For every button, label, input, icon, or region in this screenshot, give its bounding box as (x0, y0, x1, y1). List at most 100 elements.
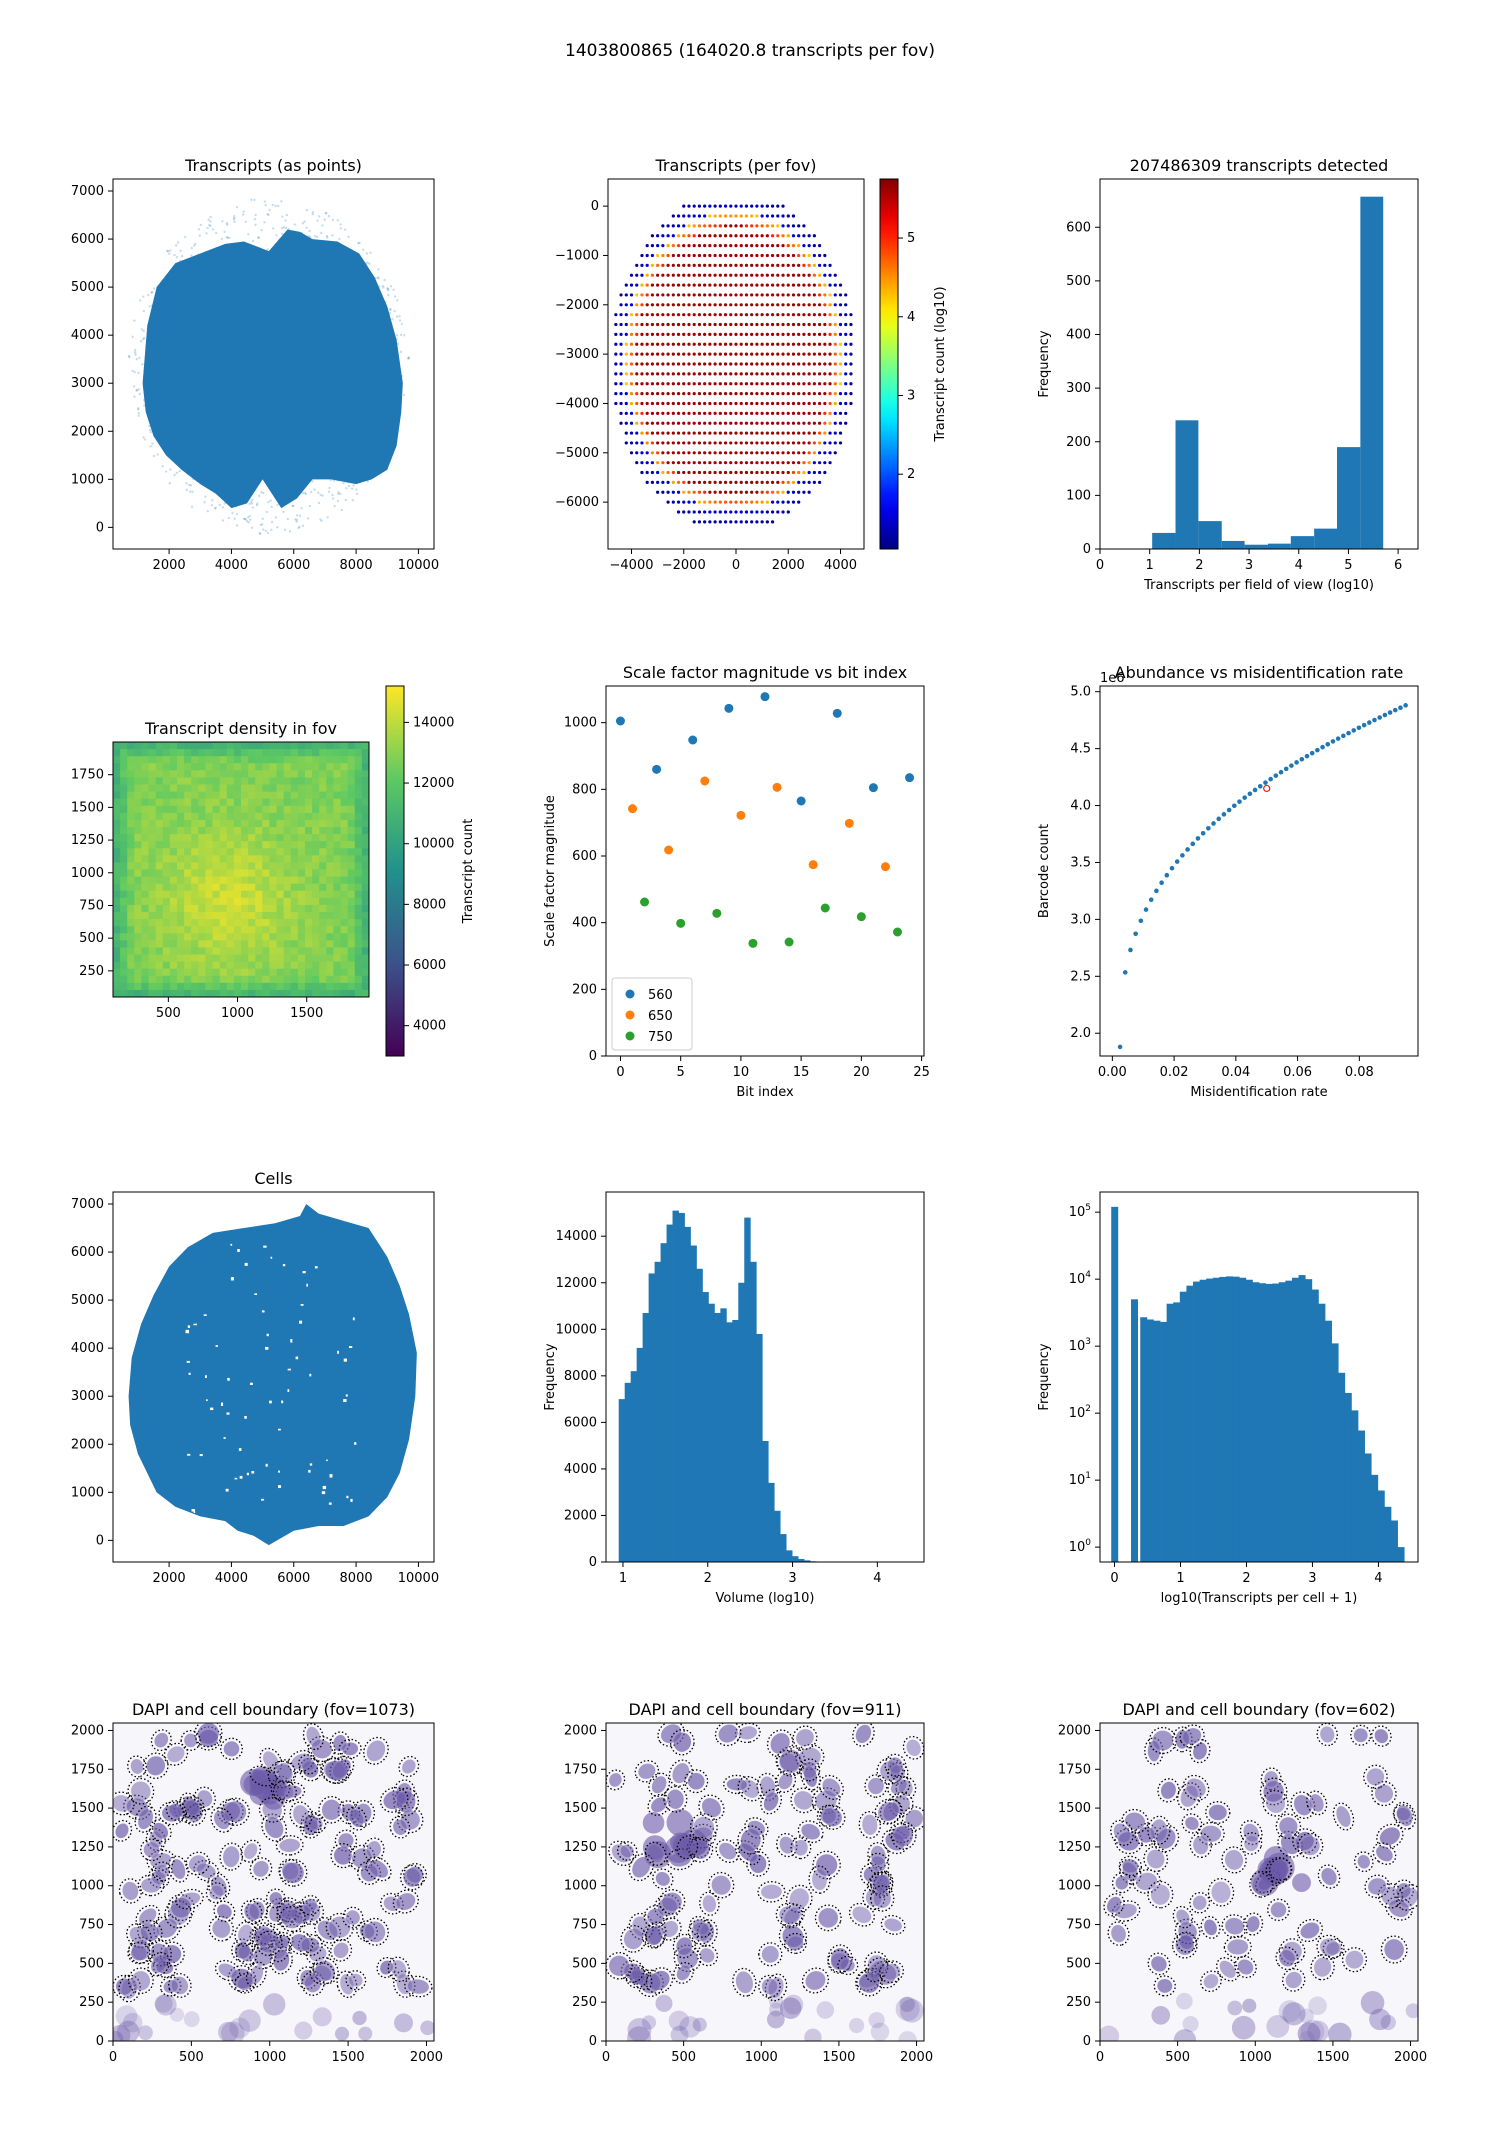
heatmap-cell (340, 897, 349, 906)
fov-point (656, 313, 660, 317)
fov-point (692, 322, 696, 327)
fov-point (682, 401, 686, 406)
fov-point (682, 382, 686, 386)
heatmap-cell (169, 975, 178, 984)
heatmap-cell (205, 954, 214, 963)
heatmap-cell (226, 954, 235, 963)
heatmap-cell (241, 763, 249, 771)
fov-point (692, 263, 696, 267)
heatmap-cell (305, 989, 313, 997)
fov-point (635, 431, 639, 435)
transcript-point (291, 504, 295, 508)
heatmap-cell (319, 819, 327, 828)
fov-point (844, 332, 848, 336)
fov-point (844, 392, 848, 396)
transcript-point (184, 235, 187, 239)
heatmap-cell (319, 933, 327, 941)
fov-point (703, 441, 707, 445)
heatmap-cell (233, 791, 242, 800)
heatmap-cell (177, 798, 185, 807)
out-of-focus-nucleus (352, 2010, 367, 2026)
heatmap-cell (297, 819, 306, 828)
fov-point (807, 283, 811, 287)
heatmap-cell (219, 819, 228, 828)
heatmap-cell (169, 777, 178, 786)
fov-point (807, 332, 811, 336)
x-tick-label: 6 (1394, 558, 1402, 573)
fov-point (797, 293, 801, 297)
heatmap-cell (127, 834, 135, 842)
x-tick-label: 8000 (340, 1571, 373, 1586)
fov-point (755, 293, 759, 297)
heatmap-cell (297, 919, 306, 927)
x-tick-label: 4000 (215, 1571, 248, 1586)
fov-point (676, 372, 681, 376)
axes-frame (112, 1722, 435, 2042)
heatmap-cell (290, 791, 299, 800)
heatmap-cell (127, 749, 135, 757)
cell-boundary (309, 1962, 335, 1985)
fov-point (828, 411, 832, 415)
series-point (796, 796, 806, 806)
histogram-bar (1173, 1302, 1181, 1562)
nucleus (131, 1781, 151, 1802)
nucleus (306, 1726, 321, 1747)
heatmap-cell (205, 989, 214, 997)
fov-point (776, 204, 780, 208)
heatmap-cell (162, 940, 171, 949)
heatmap-cell (347, 855, 356, 864)
heatmap-cell (255, 777, 263, 786)
fov-point (823, 470, 827, 475)
fov-point (823, 332, 827, 336)
heatmap-cell (333, 798, 342, 807)
fov-point (729, 461, 733, 465)
fov-point (729, 500, 733, 504)
fov-point (629, 431, 634, 435)
heatmap-cell (120, 819, 128, 828)
heatmap-cell (248, 897, 256, 906)
out-of-focus-nucleus (218, 2021, 239, 2041)
legend-marker (625, 1010, 635, 1020)
heatmap-cell (233, 841, 242, 849)
cell-boundary (376, 1956, 397, 1979)
fov-point (760, 451, 764, 455)
heatmap-cell (198, 947, 207, 956)
heatmap-cell (326, 947, 335, 956)
heatmap-cell (312, 749, 320, 757)
heatmap-cell (255, 982, 263, 991)
heatmap-cell (141, 855, 150, 864)
y-tick-label: −1000 (555, 248, 599, 263)
fov-point (770, 500, 775, 504)
histogram-bar (678, 1212, 685, 1562)
cells-gap (281, 1400, 284, 1404)
fov-point (776, 441, 780, 445)
heatmap-cell (134, 855, 143, 864)
heatmap-cell (269, 812, 278, 821)
heatmap-cell (305, 862, 313, 871)
fov-point (656, 303, 660, 307)
heatmap-cell (297, 812, 306, 821)
heatmap-cell (347, 876, 356, 885)
heatmap-cell (233, 975, 242, 984)
heatmap-cell (148, 742, 157, 750)
fov-point (671, 293, 675, 297)
heatmap-cell (347, 848, 356, 856)
heatmap-cell (333, 968, 342, 977)
heatmap-cell (255, 756, 263, 764)
transcript-point (347, 235, 350, 239)
heatmap-cell (141, 841, 150, 849)
fov-point (703, 214, 707, 218)
heatmap-cell (297, 862, 306, 871)
fov-point (770, 253, 775, 258)
fov-point (739, 500, 743, 504)
fov-point (781, 470, 785, 475)
fov-point (676, 500, 681, 504)
heatmap-cell (262, 940, 271, 949)
heatmap-cell (290, 763, 299, 771)
cell-boundary (636, 1969, 664, 1998)
y-tick-label: 12000 (556, 1276, 597, 1291)
heatmap-cell (113, 819, 121, 828)
heatmap-cell (333, 890, 342, 899)
fov-point (629, 273, 634, 277)
